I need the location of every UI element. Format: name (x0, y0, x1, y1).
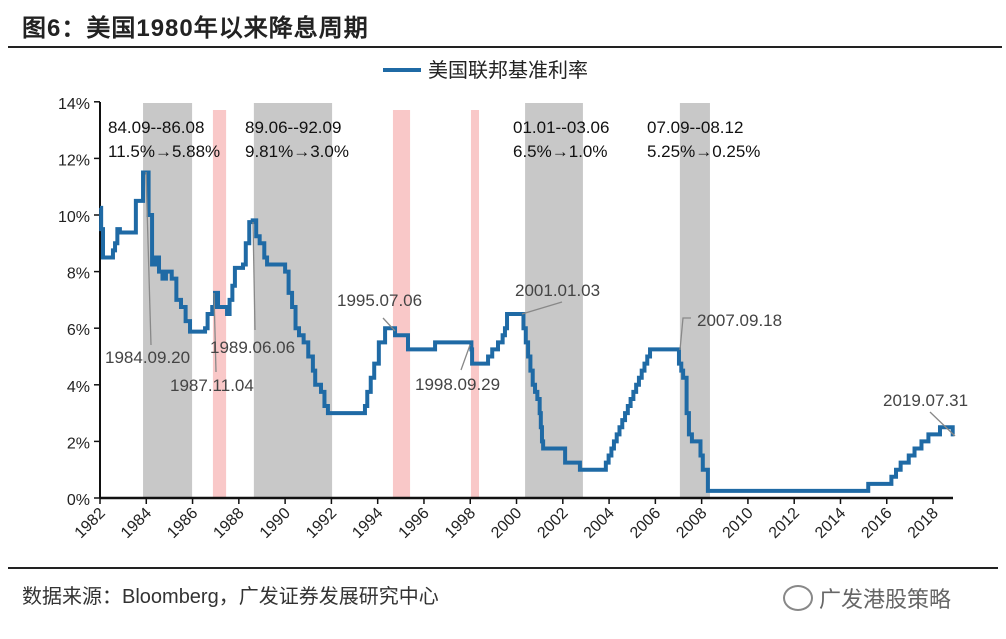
annotation-leader-line (460, 344, 471, 371)
footer-divider (8, 567, 998, 569)
annotation-date: 1998.09.29 (415, 375, 500, 394)
annotation-leader-line (382, 317, 396, 332)
x-tick-label: 2018 (905, 505, 942, 542)
period-label-range: 84.09--86.08 (108, 118, 204, 137)
x-tick-label: 1998 (442, 505, 479, 542)
annotation-date: 1984.09.20 (105, 348, 190, 367)
period-label-range: 89.06--92.09 (245, 118, 341, 137)
fed-funds-rate-line (99, 170, 955, 493)
x-tick-label: 2002 (534, 505, 571, 542)
period-label-change: 11.5%→5.88% (108, 142, 220, 161)
x-tick-label: 2004 (581, 505, 618, 542)
x-tick-label: 1994 (349, 505, 386, 542)
annotation-leader-line (679, 317, 691, 351)
period-label-change: 6.5%→1.0% (513, 142, 608, 161)
short-cut-band (470, 110, 480, 498)
x-tick-label: 1990 (257, 505, 294, 542)
easing-period-band (679, 103, 710, 498)
x-tick-label: 2000 (488, 505, 525, 542)
y-tick-label: 4% (67, 379, 90, 396)
easing-period-band (143, 103, 193, 498)
y-tick-label: 0% (67, 492, 90, 509)
title-divider (8, 46, 1002, 48)
x-tick-label: 1986 (164, 505, 201, 542)
annotation-leader-line (213, 292, 217, 373)
y-tick-label: 14% (58, 96, 90, 113)
wechat-icon (783, 585, 813, 611)
y-tick-label: 2% (67, 435, 90, 452)
annotation-date: 2001.01.03 (515, 281, 600, 300)
annotation-date: 2019.07.31 (883, 391, 968, 410)
x-tick-label: 1992 (303, 505, 340, 542)
x-tick-label: 2006 (627, 505, 664, 542)
x-tick-label: 1984 (118, 505, 155, 542)
x-tick-label: 2016 (858, 505, 895, 542)
logo-text: 广发港股策略 (819, 587, 952, 612)
period-label-change: 9.81%→3.0% (245, 142, 349, 161)
annotation-leader-line (252, 221, 256, 331)
short-cut-band (392, 110, 411, 498)
x-tick-label: 2010 (720, 505, 757, 542)
logo: 广发港股策略 (783, 582, 951, 614)
annotation-leader-line (145, 171, 152, 346)
x-tick-label: 2008 (673, 505, 710, 542)
x-tick-label: 1996 (396, 505, 433, 542)
x-tick-label: 2014 (812, 505, 849, 542)
source-note: 数据来源：Bloomberg，广发证券发展研究中心 (22, 586, 439, 608)
period-label-change: 5.25%→0.25% (647, 142, 760, 161)
period-label-range: 07.09--08.12 (647, 118, 743, 137)
figure-title: 图6：美国1980年以来降息周期 (22, 15, 369, 42)
y-tick-label: 10% (58, 209, 90, 226)
y-tick-label: 6% (67, 322, 90, 339)
annotation-date: 1989.06.06 (210, 338, 295, 357)
legend-label: 美国联邦基准利率 (428, 59, 588, 82)
y-tick-label: 8% (67, 266, 90, 283)
annotation-date: 1987.11.04 (170, 376, 254, 395)
annotation-date: 1995.07.06 (337, 291, 422, 310)
annotation-date: 2007.09.18 (697, 311, 782, 330)
annotation-leader-line (521, 301, 563, 315)
easing-period-band (525, 103, 583, 498)
x-tick-label: 1988 (210, 505, 247, 542)
y-tick-label: 12% (58, 152, 90, 169)
period-label-range: 01.01--03.06 (513, 118, 609, 137)
x-tick-label: 1982 (72, 505, 109, 542)
annotation-leader-line (929, 411, 956, 437)
x-tick-label: 2012 (766, 505, 803, 542)
